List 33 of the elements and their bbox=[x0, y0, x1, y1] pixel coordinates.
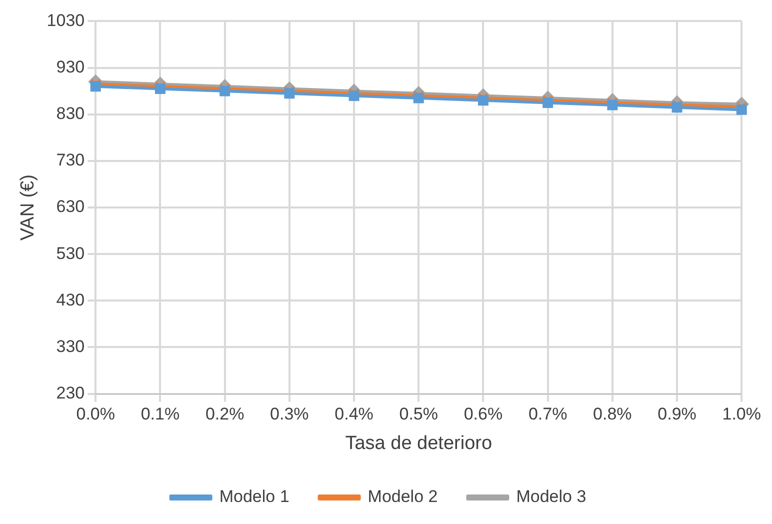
y-tick-label: 1030 bbox=[46, 10, 85, 30]
point bbox=[736, 104, 747, 115]
y-tick-label: 530 bbox=[56, 244, 85, 263]
point bbox=[672, 102, 682, 113]
point bbox=[284, 88, 295, 99]
y-tick-label: 230 bbox=[56, 383, 85, 402]
point bbox=[220, 86, 230, 96]
y-tick-label: 630 bbox=[56, 197, 85, 216]
x-tick-label: 0.8% bbox=[593, 404, 632, 424]
point bbox=[90, 81, 101, 92]
y-tick-label: 830 bbox=[56, 104, 85, 124]
x-tick-label: 0.2% bbox=[205, 404, 244, 424]
y-tick-label: 730 bbox=[56, 150, 85, 170]
legend-label: Modelo 1 bbox=[219, 487, 290, 506]
point bbox=[413, 92, 424, 104]
point bbox=[607, 100, 618, 110]
x-tick-label: 0.6% bbox=[464, 404, 503, 424]
point bbox=[478, 95, 488, 106]
y-tick-label: 930 bbox=[56, 57, 85, 76]
y-tick-label: 430 bbox=[56, 290, 85, 310]
x-tick-label: 0.5% bbox=[399, 404, 438, 424]
x-axis-title: Tasa de deterioro bbox=[345, 432, 492, 454]
x-tick-label: 0.3% bbox=[270, 404, 309, 424]
y-axis-title: VAN (€) bbox=[18, 174, 39, 241]
x-tick-label: 0.1% bbox=[140, 404, 180, 424]
y-tick-label: 330 bbox=[56, 336, 85, 356]
x-tick-label: 0.0% bbox=[76, 404, 115, 424]
x-tick-label: 0.4% bbox=[334, 404, 374, 424]
x-tick-label: 0.7% bbox=[528, 404, 568, 424]
x-tick-label: 0.9% bbox=[658, 404, 696, 424]
legend-label: Modelo 3 bbox=[516, 487, 586, 506]
legend-label: Modelo 2 bbox=[368, 487, 438, 506]
x-tick-label: 1.0% bbox=[722, 404, 761, 424]
